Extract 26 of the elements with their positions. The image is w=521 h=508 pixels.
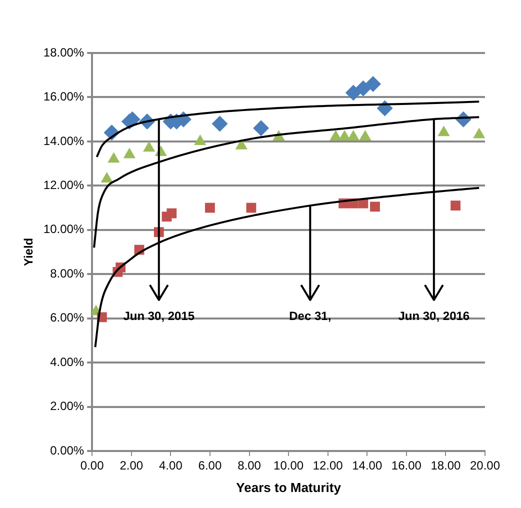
y-tick-label: 8.00% — [50, 266, 84, 280]
y-tick-label: 12.00% — [43, 178, 84, 192]
y-tick-label: 14.00% — [43, 134, 84, 148]
annotation: Jun 30, 2015 — [123, 309, 195, 323]
x-tick-label: 6.00 — [198, 458, 222, 473]
y-tick-label: 4.00% — [50, 354, 84, 369]
y-tick-label: 6.00% — [50, 310, 84, 325]
y-tick-label: 2.00% — [50, 399, 84, 414]
x-tick-label: 4.00 — [159, 458, 183, 473]
x-tick-label: 0.00 — [80, 458, 104, 473]
y-tick-label: 16.00% — [43, 90, 84, 104]
x-tick-label: 20.00 — [470, 458, 500, 473]
x-tick-label: 18.00 — [430, 458, 462, 473]
x-tick-label: 2.00 — [120, 458, 144, 473]
y-tick-label: 18.00% — [43, 45, 84, 60]
x-tick-label: 10.00 — [274, 458, 304, 473]
annotation: Jun 30, 2016 — [398, 309, 470, 323]
annotation: Dec 31, — [289, 309, 332, 323]
x-tick-label: 8.00 — [238, 458, 262, 473]
x-tick-label: 12.00 — [312, 458, 344, 473]
x-axis-title: Years to Maturity — [236, 480, 342, 495]
x-tick-label: 16.00 — [391, 458, 422, 473]
y-tick-label: 10.00% — [43, 222, 84, 236]
y-tick-label: 0.00% — [50, 443, 84, 458]
x-tick-label: 14.00 — [352, 458, 382, 473]
y-axis-title: Yield — [22, 238, 36, 266]
